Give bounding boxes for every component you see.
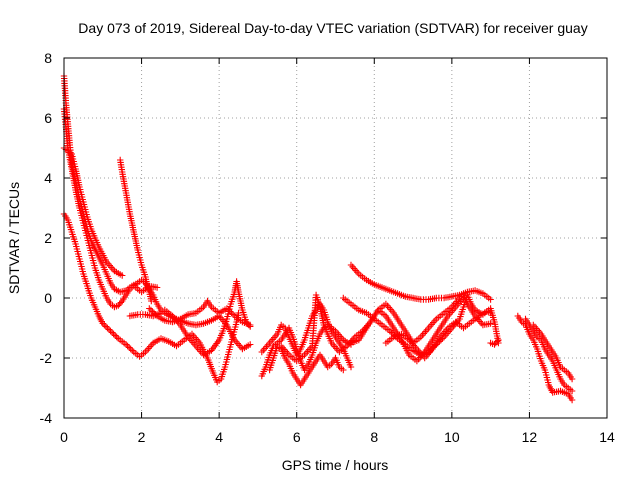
series-arc-12	[347, 261, 494, 303]
data-point	[228, 309, 235, 317]
y-tick-label: 2	[44, 230, 52, 246]
data-point	[235, 309, 242, 317]
data-point	[102, 323, 110, 330]
data-point	[225, 306, 232, 314]
series-arc-5	[60, 144, 126, 279]
data-point	[113, 333, 120, 341]
data-point	[117, 299, 125, 306]
data-point	[110, 330, 117, 338]
data-point	[108, 329, 116, 336]
x-tick-label: 6	[293, 429, 301, 445]
series-arc-6	[126, 278, 254, 359]
data-point	[568, 396, 576, 404]
series-arc-17	[514, 312, 576, 404]
x-tick-label: 12	[522, 429, 538, 445]
data-point	[487, 296, 494, 303]
x-axis-label: GPS time / hours	[282, 457, 389, 473]
series-arc-19	[530, 321, 576, 383]
y-tick-label: 0	[44, 290, 52, 306]
series-arc-3	[60, 210, 242, 386]
data-point	[147, 306, 155, 314]
data-point	[247, 341, 254, 348]
y-tick-label: 6	[44, 110, 52, 126]
x-tick-label: 14	[599, 429, 615, 445]
series-arc-4	[117, 156, 155, 305]
data-point	[568, 375, 576, 383]
series-arc-9	[258, 300, 355, 371]
data-point	[104, 324, 111, 332]
data-point	[493, 338, 501, 345]
data-point	[229, 311, 237, 318]
data-point	[126, 344, 133, 351]
x-tick-label: 4	[215, 429, 223, 445]
data-point	[460, 294, 467, 302]
x-tick-label: 2	[138, 429, 146, 445]
data-point	[146, 305, 153, 312]
plot-frame	[63, 57, 608, 419]
x-tick-label: 8	[370, 429, 378, 445]
y-tick-label: -4	[40, 410, 53, 426]
data-point	[495, 336, 502, 344]
grid	[64, 58, 607, 418]
series-arc-14	[347, 294, 467, 365]
data-point	[112, 332, 119, 339]
data-point	[124, 342, 131, 350]
series-arc-7	[146, 297, 254, 329]
series-arc-2	[60, 105, 161, 311]
data-point	[340, 366, 347, 374]
data-point	[487, 320, 494, 327]
data-point	[487, 309, 494, 317]
data-point	[122, 341, 130, 348]
chart-title: Day 073 of 2019, Sidereal Day-to-day VTE…	[78, 20, 587, 36]
y-axis-label: SDTVAR / TECUs	[6, 182, 22, 294]
x-tick-label: 0	[60, 429, 68, 445]
data-point	[150, 309, 158, 317]
data-point	[148, 297, 155, 305]
x-tick-label: 10	[444, 429, 460, 445]
data-point	[568, 387, 576, 395]
series-arc-16	[487, 336, 502, 348]
series-arc-15	[382, 308, 494, 362]
data-point	[99, 320, 106, 327]
data-point	[347, 363, 355, 371]
y-tick-label: 4	[44, 170, 52, 186]
data-point	[107, 327, 114, 335]
data-marks	[60, 72, 576, 404]
data-point	[119, 272, 126, 279]
data-point	[129, 347, 136, 354]
data-point	[247, 321, 254, 329]
y-tick-label: -2	[40, 350, 53, 366]
data-point	[105, 326, 113, 333]
data-point	[127, 345, 134, 353]
data-point	[153, 284, 161, 291]
axis-ticks: 0 2 4 6 8 10 12 14 -4 -2 0 2 4 6 8	[40, 50, 615, 445]
y-tick-label: 8	[44, 50, 52, 66]
